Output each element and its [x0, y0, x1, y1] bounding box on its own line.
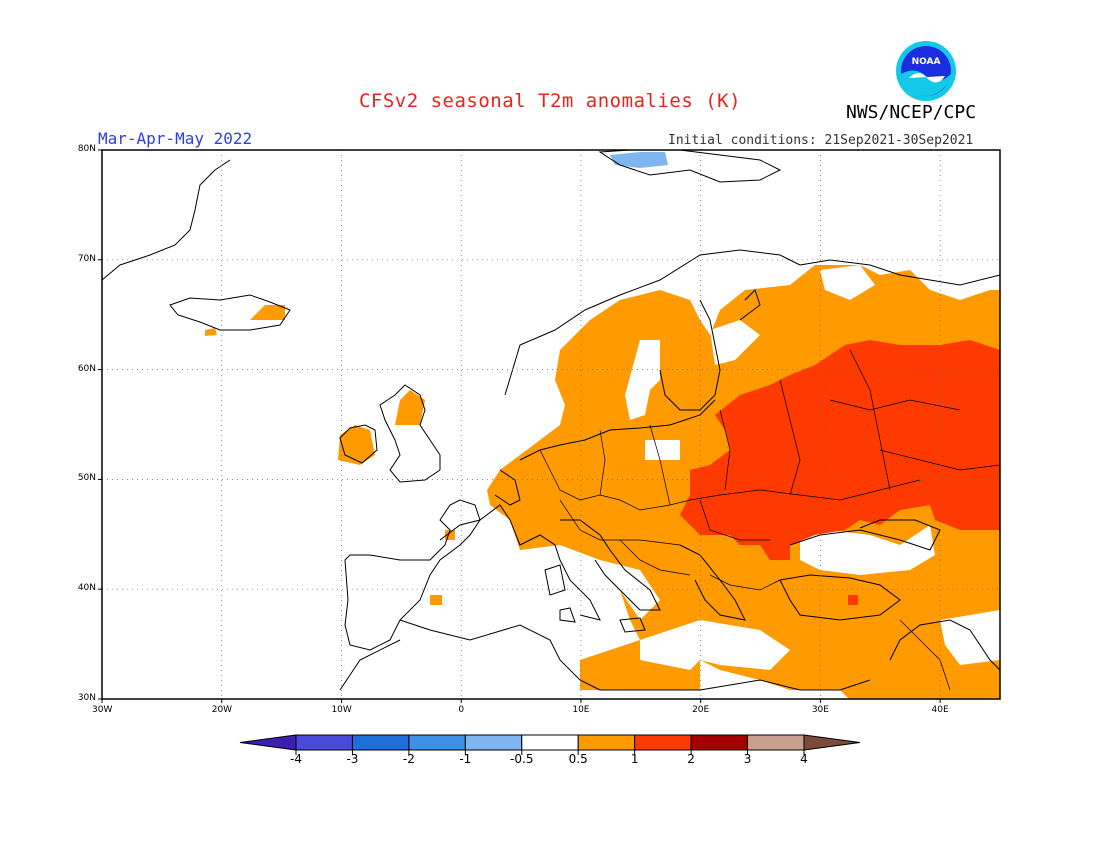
lon-tick-label: 20W: [211, 705, 233, 715]
lon-tick-label: 20E: [692, 705, 710, 715]
lon-tick-label: 10W: [331, 705, 352, 715]
colorbar-bin: [634, 734, 692, 751]
colorbar-bin: [408, 734, 466, 751]
colorbar-bin: [690, 734, 749, 751]
colorbar-label: -2: [402, 752, 415, 766]
country-borders: [539, 349, 1000, 691]
lat-tick-label: 70N: [77, 253, 96, 264]
colorbar-label: 3: [743, 752, 752, 766]
colorbar-bin: [464, 734, 523, 751]
lat-tick-label: 40N: [77, 583, 96, 594]
colorbar-label: -3: [346, 752, 359, 766]
colorbar-label: 4: [800, 752, 808, 766]
lon-tick-label: 10E: [572, 705, 590, 715]
lat-tick-label: 50N: [77, 473, 96, 484]
chart-title: CFSv2 seasonal T2m anomalies (K): [358, 90, 742, 112]
noaa-logo-icon: NOAA: [895, 40, 957, 102]
season-label: Mar-Apr-May 2022: [98, 129, 253, 148]
lon-tick-label: 30E: [811, 705, 829, 715]
lon-tick-label: 30W: [92, 705, 113, 715]
colorbar-label: -1: [459, 752, 472, 766]
colorbar-bin: [747, 734, 805, 751]
colorbar-label: -0.5: [510, 752, 534, 766]
colorbar-label: 0.5: [568, 752, 588, 766]
anomaly-cool-region: [610, 152, 668, 168]
colorbar-bin: [295, 734, 353, 751]
svg-text:NOAA: NOAA: [912, 57, 941, 67]
colorbar-min-arrow: [239, 734, 297, 751]
lon-tick-label: 0: [458, 705, 465, 715]
colorbar-label: -4: [290, 752, 302, 766]
colorbar-label: 2: [687, 752, 695, 766]
agency-label: NWS/NCEP/CPC: [846, 102, 977, 123]
lat-tick-label: 30N: [77, 693, 96, 703]
near-normal-region: [600, 265, 1000, 670]
initial-conditions-label: Initial conditions: 21Sep2021-30Sep2021: [668, 133, 974, 148]
lon-tick-label: 40E: [931, 705, 949, 715]
colorbar-bin: [521, 734, 579, 751]
lat-tick-label: 80N: [77, 144, 96, 154]
colorbar-label: 1: [630, 752, 639, 766]
anomaly-hot-region: [680, 340, 1000, 560]
colorbar-bin: [351, 734, 410, 751]
lat-tick-label: 60N: [77, 363, 96, 374]
colorbar-max-arrow: [803, 734, 861, 751]
colorbar-bin: [577, 734, 636, 751]
coastlines: [102, 150, 1000, 691]
map-frame: [101, 149, 1001, 700]
